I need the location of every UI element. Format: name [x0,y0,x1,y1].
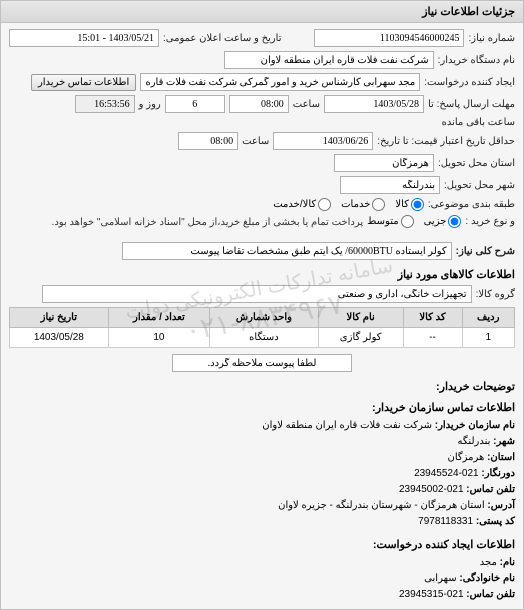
phone-label: تلفن تماس: [466,484,515,495]
number-field[interactable] [314,29,464,47]
phone-value: 021-23945002 [399,484,464,495]
table-header-cell: کد کالا [403,308,462,328]
lastname-value: سهرابی [424,573,456,584]
items-table: ردیفکد کالانام کالاواحد شمارشتعداد / مقد… [9,307,515,348]
desc-field[interactable] [122,242,452,260]
org-name-label: نام سازمان خریدار: [435,420,515,431]
table-header-row: ردیفکد کالانام کالاواحد شمارشتعداد / مقد… [10,308,515,328]
radio-kala-input[interactable] [411,198,424,211]
time-label-2: ساعت [242,136,269,147]
subject-type-label: طبقه بندی موضوعی: [428,199,515,210]
validity-time-field[interactable] [178,132,238,150]
postal-label: کد پستی: [476,516,515,527]
buyer-org-field[interactable] [224,51,434,69]
days-left-label: روز و [139,99,161,110]
radio-kala-khadamat[interactable]: کالا/خدمت [273,198,331,211]
table-header-cell: تاریخ نیاز [10,308,109,328]
postal-value: 7978118331 [418,516,473,527]
panel-title: جزئیات اطلاعات نیاز [1,1,523,23]
items-section-title: اطلاعات کالاهای مورد نیاز [9,268,515,281]
province-value: هرمزگان [447,452,484,463]
table-cell: 1403/05/28 [10,328,109,348]
delivery-city-label: شهر محل تحویل: [444,180,515,191]
deadline-time-field[interactable] [229,95,289,113]
creator-info-title: اطلاعات ایجاد کننده درخواست: [9,538,515,551]
table-cell: 1 [462,328,514,348]
time-label-1: ساعت [293,99,320,110]
phone2-label: تلفن تماس: [466,589,515,600]
time-left-label: ساعت باقی مانده [442,117,515,128]
city-label: شهر: [493,436,515,447]
radio-kala[interactable]: کالا [395,198,424,211]
delivery-province-field[interactable] [334,154,434,172]
radio-jozi-input[interactable] [448,215,461,228]
buyer-contact-title: اطلاعات تماس سازمان خریدار: [9,401,515,414]
announce-label: تاریخ و ساعت اعلان عمومی: [163,33,282,44]
delivery-province-label: استان محل تحویل: [438,158,515,169]
group-label: گروه کالا: [476,289,515,300]
province-label: استان: [487,452,515,463]
radio-kala-khadamat-input[interactable] [318,198,331,211]
table-cell: 10 [108,328,209,348]
delivery-city-field[interactable] [340,176,440,194]
attach-note-field[interactable] [172,354,352,372]
table-header-cell: نام کالا [318,308,403,328]
radio-khadamat-input[interactable] [372,198,385,211]
details-panel: جزئیات اطلاعات نیاز شماره نیاز: تاریخ و … [0,0,524,610]
requester-label: ایجاد کننده درخواست: [424,77,515,88]
fax-value: 021-23945524 [414,468,479,479]
name-label: نام: [500,557,515,568]
buy-type-label: و نوع خرید : [465,216,515,227]
buy-type-radios: جزیی متوسط [367,215,461,228]
radio-jozi[interactable]: جزیی [424,215,462,228]
phone2-value: 021-23945315 [399,589,464,600]
table-cell: دستگاه [210,328,319,348]
name-value: مجد [480,557,497,568]
address-value: استان هرمزگان - شهرستان بندرلنگه - جزیره… [278,500,485,511]
form-body: شماره نیاز: تاریخ و ساعت اعلان عمومی: نا… [1,23,523,609]
payment-note: پرداخت تمام یا بخشی از مبلغ خرید،از محل … [52,217,364,228]
table-header-cell: تعداد / مقدار [108,308,209,328]
deadline-label: مهلت ارسال پاسخ: تا [428,99,515,110]
validity-date-field[interactable] [273,132,373,150]
table-body: 1--کولر گازیدستگاه101403/05/28 [10,328,515,348]
table-row: 1--کولر گازیدستگاه101403/05/28 [10,328,515,348]
announce-field[interactable] [9,29,159,47]
subject-type-radios: کالا خدمات کالا/خدمت [273,198,424,211]
city-value: بندرلنگه [458,436,491,447]
table-cell: -- [403,328,462,348]
deadline-date-field[interactable] [324,95,424,113]
table-cell: کولر گازی [318,328,403,348]
desc-label: شرح کلی نیاز: [456,246,515,257]
contact-info-button[interactable]: اطلاعات تماس خریدار [31,74,136,91]
creator-info-block: نام: مجد نام خانوادگی: سهرابی تلفن تماس:… [9,555,515,603]
number-label: شماره نیاز: [468,33,515,44]
address-label: آدرس: [487,500,515,511]
fax-label: دورنگار: [481,468,515,479]
radio-khadamat[interactable]: خدمات [341,198,385,211]
buyer-org-label: نام دستگاه خریدار: [438,55,515,66]
validity-label: حداقل تاریخ اعتبار قیمت: تا تاریخ: [377,136,515,147]
radio-motevaset[interactable]: متوسط [367,215,413,228]
time-left-field[interactable] [75,95,135,113]
group-field[interactable] [42,285,472,303]
radio-motevaset-input[interactable] [401,215,414,228]
org-name-value: شرکت نفت فلات قاره ایران منطقه لاوان [262,420,432,431]
table-header-cell: واحد شمارش [210,308,319,328]
lastname-label: نام خانوادگی: [459,573,515,584]
buyer-info-block: نام سازمان خریدار: شرکت نفت فلات قاره ای… [9,418,515,530]
days-left-field[interactable] [165,95,225,113]
buyer-notes-title: توضیحات خریدار: [9,380,515,393]
requester-field[interactable] [140,73,420,91]
table-header-cell: ردیف [462,308,514,328]
